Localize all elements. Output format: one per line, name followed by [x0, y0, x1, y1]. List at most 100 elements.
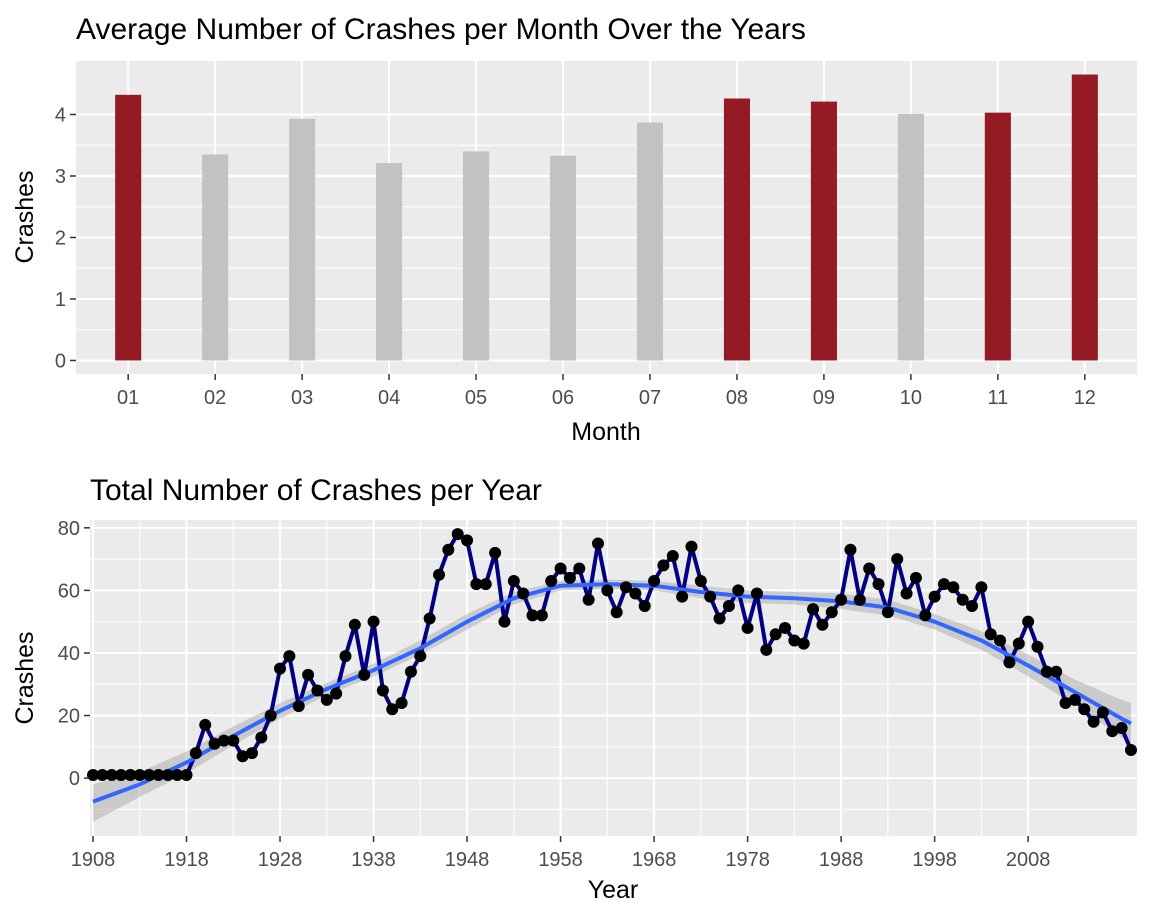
- point-1953: [507, 575, 520, 588]
- point-1921: [208, 737, 221, 750]
- point-1969: [657, 559, 670, 572]
- point-1956: [535, 609, 548, 622]
- point-1934: [330, 687, 343, 700]
- bar-x-tick-label: 04: [378, 387, 400, 409]
- point-1976: [722, 600, 735, 613]
- line-x-tick-label: 1958: [538, 849, 583, 871]
- line-x-tick-label: 1948: [445, 849, 490, 871]
- point-1992: [872, 578, 885, 591]
- point-1957: [545, 575, 558, 588]
- point-1991: [863, 562, 876, 575]
- bar-x-tick-label: 11: [987, 387, 1008, 409]
- point-1984: [797, 637, 810, 650]
- point-1916: [161, 768, 174, 781]
- point-1979: [750, 587, 763, 600]
- bar-05: [463, 151, 490, 361]
- yearly-line-chart: Total Number of Crashes per Year 0 20 40 60…: [11, 474, 1137, 904]
- point-1912: [124, 768, 137, 781]
- point-1913: [133, 768, 146, 781]
- bar-12: [1071, 74, 1098, 361]
- point-1977: [732, 584, 745, 597]
- point-1975: [713, 612, 726, 625]
- line-x-tick-label: 1968: [632, 849, 677, 871]
- crashes-series-line: [93, 532, 1133, 777]
- point-1994: [891, 553, 904, 566]
- bar-06: [549, 155, 577, 361]
- point-2005: [994, 634, 1007, 647]
- bar-08: [723, 98, 750, 361]
- point-1939: [376, 684, 389, 697]
- point-1952: [498, 615, 511, 628]
- point-1970: [666, 549, 679, 562]
- point-1949: [470, 578, 483, 591]
- point-2018: [1115, 722, 1128, 735]
- point-1962: [591, 537, 604, 550]
- line-x-tick-label: 1938: [351, 849, 396, 871]
- point-1948: [461, 534, 474, 547]
- line-gridlines: [90, 520, 1137, 836]
- point-1965: [620, 581, 633, 594]
- point-2006: [1003, 656, 1016, 669]
- point-2007: [1012, 637, 1025, 650]
- point-2009: [1031, 640, 1044, 653]
- line-x-tick-label: 1978: [725, 849, 770, 871]
- point-1995: [900, 587, 913, 600]
- point-1947: [451, 528, 464, 541]
- point-1968: [648, 575, 661, 588]
- bar-02: [202, 154, 229, 361]
- point-1967: [638, 600, 651, 613]
- point-1988: [835, 593, 848, 606]
- point-1998: [928, 590, 941, 603]
- point-1944: [423, 612, 436, 625]
- point-1997: [919, 609, 932, 622]
- point-1983: [788, 634, 801, 647]
- line-y-tick-label: 0: [69, 768, 80, 790]
- point-1974: [704, 590, 717, 603]
- line-chart-title: Total Number of Crashes per Year: [90, 474, 542, 507]
- point-2012: [1059, 697, 1072, 710]
- point-1933: [320, 693, 333, 706]
- bar-07: [636, 122, 664, 361]
- point-1915: [152, 768, 165, 781]
- point-1938: [367, 615, 380, 628]
- point-1964: [610, 606, 623, 619]
- line-x-ticks: 1908 1918 1928 1938 1948 1958 1968 1978 1988 1998…: [71, 836, 1051, 871]
- point-2004: [984, 628, 997, 641]
- point-1946: [442, 543, 455, 556]
- point-1985: [807, 603, 820, 616]
- bar-x-tick-label: 03: [291, 387, 313, 409]
- bar-y-ticks: 0 1 2 3 4: [55, 104, 76, 372]
- bar-x-ticks: 01 02 03 04 05 06 07 08 09 10 11 12: [117, 374, 1096, 409]
- point-1951: [489, 546, 502, 559]
- bar-x-tick-label: 02: [204, 387, 226, 409]
- point-1932: [311, 684, 324, 697]
- point-1966: [629, 587, 642, 600]
- point-1941: [395, 697, 408, 710]
- point-1930: [292, 700, 305, 713]
- point-2015: [1087, 715, 1100, 728]
- monthly-bar-chart: Average Number of Crashes per Month Over…: [11, 13, 1137, 446]
- line-y-tick-label: 40: [58, 643, 80, 665]
- point-1982: [779, 621, 791, 634]
- point-1911: [115, 768, 128, 781]
- point-2000: [947, 581, 960, 594]
- point-1936: [348, 618, 361, 631]
- point-1924: [236, 750, 249, 763]
- bar-x-tick-label: 01: [117, 387, 139, 409]
- line-x-axis-title: Year: [588, 876, 639, 904]
- point-1996: [909, 571, 922, 584]
- point-1945: [433, 568, 445, 581]
- point-1914: [143, 768, 156, 781]
- point-1958: [554, 562, 567, 575]
- point-1927: [264, 709, 277, 722]
- point-1925: [245, 747, 258, 760]
- bar-x-tick-label: 09: [813, 387, 835, 409]
- point-2013: [1068, 693, 1081, 706]
- line-x-tick-label: 2008: [1006, 849, 1051, 871]
- point-2016: [1096, 706, 1109, 719]
- point-1926: [255, 731, 268, 744]
- point-2008: [1022, 615, 1035, 628]
- bar-marks: [115, 74, 1098, 361]
- bar-y-tick-label: 1: [55, 289, 66, 311]
- point-1973: [694, 575, 707, 588]
